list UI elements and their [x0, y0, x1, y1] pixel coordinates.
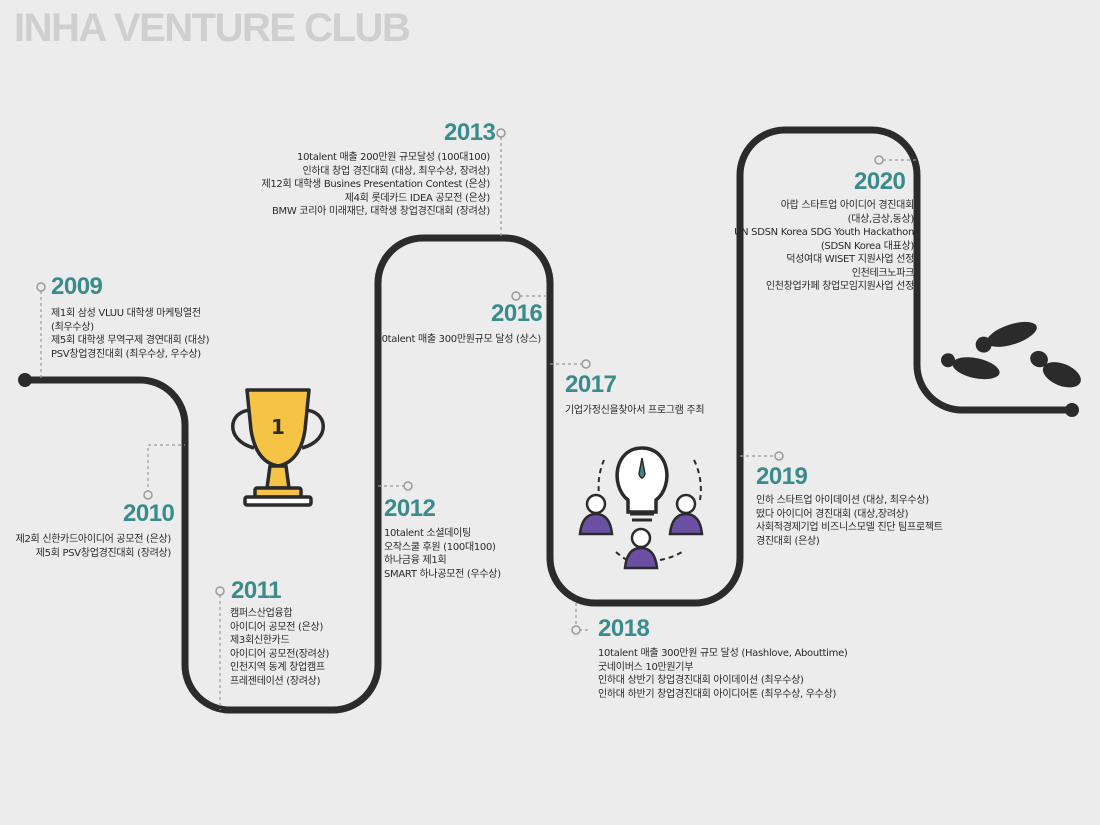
milestone-line: 제12회 대학생 Busines Presentation Contest (은…: [261, 179, 490, 190]
timeline-start-dot: [18, 373, 32, 387]
milestone-line: 인하대 창업 경진대회 (대상, 최우수상, 장려상): [302, 165, 490, 177]
milestone-line: 아이디어 공모전 (은상): [230, 621, 324, 633]
milestone-line: (SDSN Korea 대표상): [820, 240, 914, 252]
milestone-line: 덕성여대 WISET 지원사업 선정: [786, 254, 914, 265]
connector-dot-2016: [511, 291, 521, 301]
connector-dot-2010: [143, 490, 153, 500]
connector-2010: [147, 444, 185, 493]
idea-team-icon: [578, 446, 704, 570]
milestone-2016-details: 10talent 매출 300만원규모 달성 (상스): [375, 333, 542, 347]
year-2012: 2012: [384, 495, 436, 522]
connector-dot-2011: [215, 586, 225, 596]
milestone-line: 인천창업카페 창업모임지원사업 선정: [765, 281, 914, 292]
milestone-line: 인천테크노파크: [851, 267, 915, 279]
year-2019: 2019: [756, 463, 808, 490]
milestone-line: 아랍 스타트업 아이디어 경진대회: [780, 200, 915, 211]
milestone-2012-details: 10talent 소셜데이팅 오작스쿨 후원 (100대100) 하나금융 제1…: [384, 527, 501, 581]
milestone-line: 굿네이버스 10만원기부: [598, 661, 694, 673]
connector-dot-2013: [496, 128, 506, 138]
milestone-2018-details: 10talent 매출 300만원 규모 달성 (Hashlove, About…: [598, 647, 848, 701]
milestone-2009-details: 제1회 삼성 VLUU 대학생 마케팅열전 (최우수상) 제5회 대학생 무역구…: [51, 307, 210, 361]
milestone-line: 경진대회 (은상): [756, 535, 820, 547]
milestone-line: 제5회 PSV창업경진대회 (장려상): [35, 547, 172, 559]
milestone-line: 사회적경제기업 비즈니스모델 진단 팀프로젝트: [756, 522, 943, 533]
year-2009: 2009: [51, 273, 103, 300]
milestone-line: 10talent 소셜데이팅: [384, 528, 471, 539]
milestone-line: 프레젠테이션 (장려상): [230, 675, 321, 687]
milestone-line: 제5회 대학생 무역구제 경연대회 (대상): [51, 335, 210, 346]
connector-dot-2018: [571, 625, 581, 635]
year-2020: 2020: [854, 168, 906, 195]
trophy-number: 1: [271, 415, 285, 439]
year-2016: 2016: [491, 300, 543, 327]
milestone-line: 인하대 하반기 창업경진대회 아이디어톤 (최우수상, 우수상): [598, 688, 837, 700]
milestone-line: 하나금융 제1회: [384, 555, 447, 566]
year-2011: 2011: [231, 577, 282, 604]
connector-dot-2020: [874, 155, 884, 165]
connector-dot-2012: [403, 481, 413, 491]
milestone-line: 제3회신한카드: [230, 635, 290, 646]
trophy-icon: 1: [231, 388, 325, 507]
connector-dot-2017: [581, 359, 591, 369]
milestone-2011-details: 캠퍼스산업융합 아이디어 공모전 (은상) 제3회신한카드 아이디어 공모전(장…: [230, 607, 329, 688]
milestone-line: 인하대 상반기 창업경진대회 아이데이션 (최우수상): [598, 675, 804, 686]
timeline-end-dot: [1065, 403, 1079, 417]
milestone-2020-details: 아랍 스타트업 아이디어 경진대회 (대상,금상,동상) UN SDSN Kor…: [734, 199, 914, 294]
milestone-line: 인하 스타트업 아이데이션 (대상, 최우수상): [756, 495, 929, 506]
milestone-line: 제1회 삼성 VLUU 대학생 마케팅열전: [51, 308, 201, 319]
milestone-line: UN SDSN Korea SDG Youth Hackathon: [734, 227, 914, 238]
milestone-line: 오작스쿨 후원 (100대100): [384, 541, 496, 553]
milestone-line: 10talent 매출 300만원 규모 달성 (Hashlove, About…: [598, 648, 848, 659]
year-2010: 2010: [123, 500, 175, 527]
milestone-line: SMART 하나공모전 (우수상): [384, 568, 501, 580]
year-2013: 2013: [444, 119, 496, 146]
milestone-line: 제2회 신한카드아이디어 공모전 (은상): [15, 534, 172, 545]
connector-endpoints: [36, 128, 884, 635]
milestone-2010-details: 제2회 신한카드아이디어 공모전 (은상) 제5회 PSV창업경진대회 (장려상…: [15, 533, 172, 560]
milestone-line: 제4회 롯데카드 IDEA 공모전 (은상): [344, 192, 491, 204]
milestone-line: 캠퍼스산업융합: [230, 608, 293, 619]
milestone-2017-details: 기업가정신을찾아서 프로그램 주최: [565, 404, 705, 418]
connector-dot-2019: [774, 451, 784, 461]
footprints-icon: [941, 321, 1081, 388]
connector-dot-2009: [36, 282, 46, 292]
milestone-line: 기업가정신을찾아서 프로그램 주최: [565, 405, 705, 416]
milestone-line: (대상,금상,동상): [847, 213, 915, 225]
milestone-line: 10talent 매출 300만원규모 달성 (상스): [375, 334, 542, 345]
milestone-line: BMW 코리아 미래재단, 대학생 창업경진대회 (장려상): [271, 206, 490, 217]
timeline-path: [21, 126, 1076, 714]
milestone-line: PSV창업경진대회 (최우수상, 우수상): [51, 348, 201, 360]
milestone-2013-details: 10talent 매출 200만원 규모달성 (100대100) 인하대 창업 …: [261, 151, 490, 219]
milestone-line: 10talent 매출 200만원 규모달성 (100대100): [297, 152, 490, 163]
milestone-line: 아이디어 공모전(장려상): [230, 648, 330, 660]
year-2017: 2017: [565, 371, 617, 398]
milestone-2019-details: 인하 스타트업 아이데이션 (대상, 최우수상) 떴다 아이디어 경진대회 (대…: [756, 494, 943, 548]
year-2018: 2018: [598, 615, 650, 642]
milestone-line: (최우수상): [51, 321, 94, 333]
page-title: INHA VENTURE CLUB: [14, 6, 411, 50]
milestone-line: 인천지역 동계 창업캠프: [230, 662, 325, 673]
milestone-line: 떴다 아이디어 경진대회 (대상,장려상): [756, 508, 909, 520]
